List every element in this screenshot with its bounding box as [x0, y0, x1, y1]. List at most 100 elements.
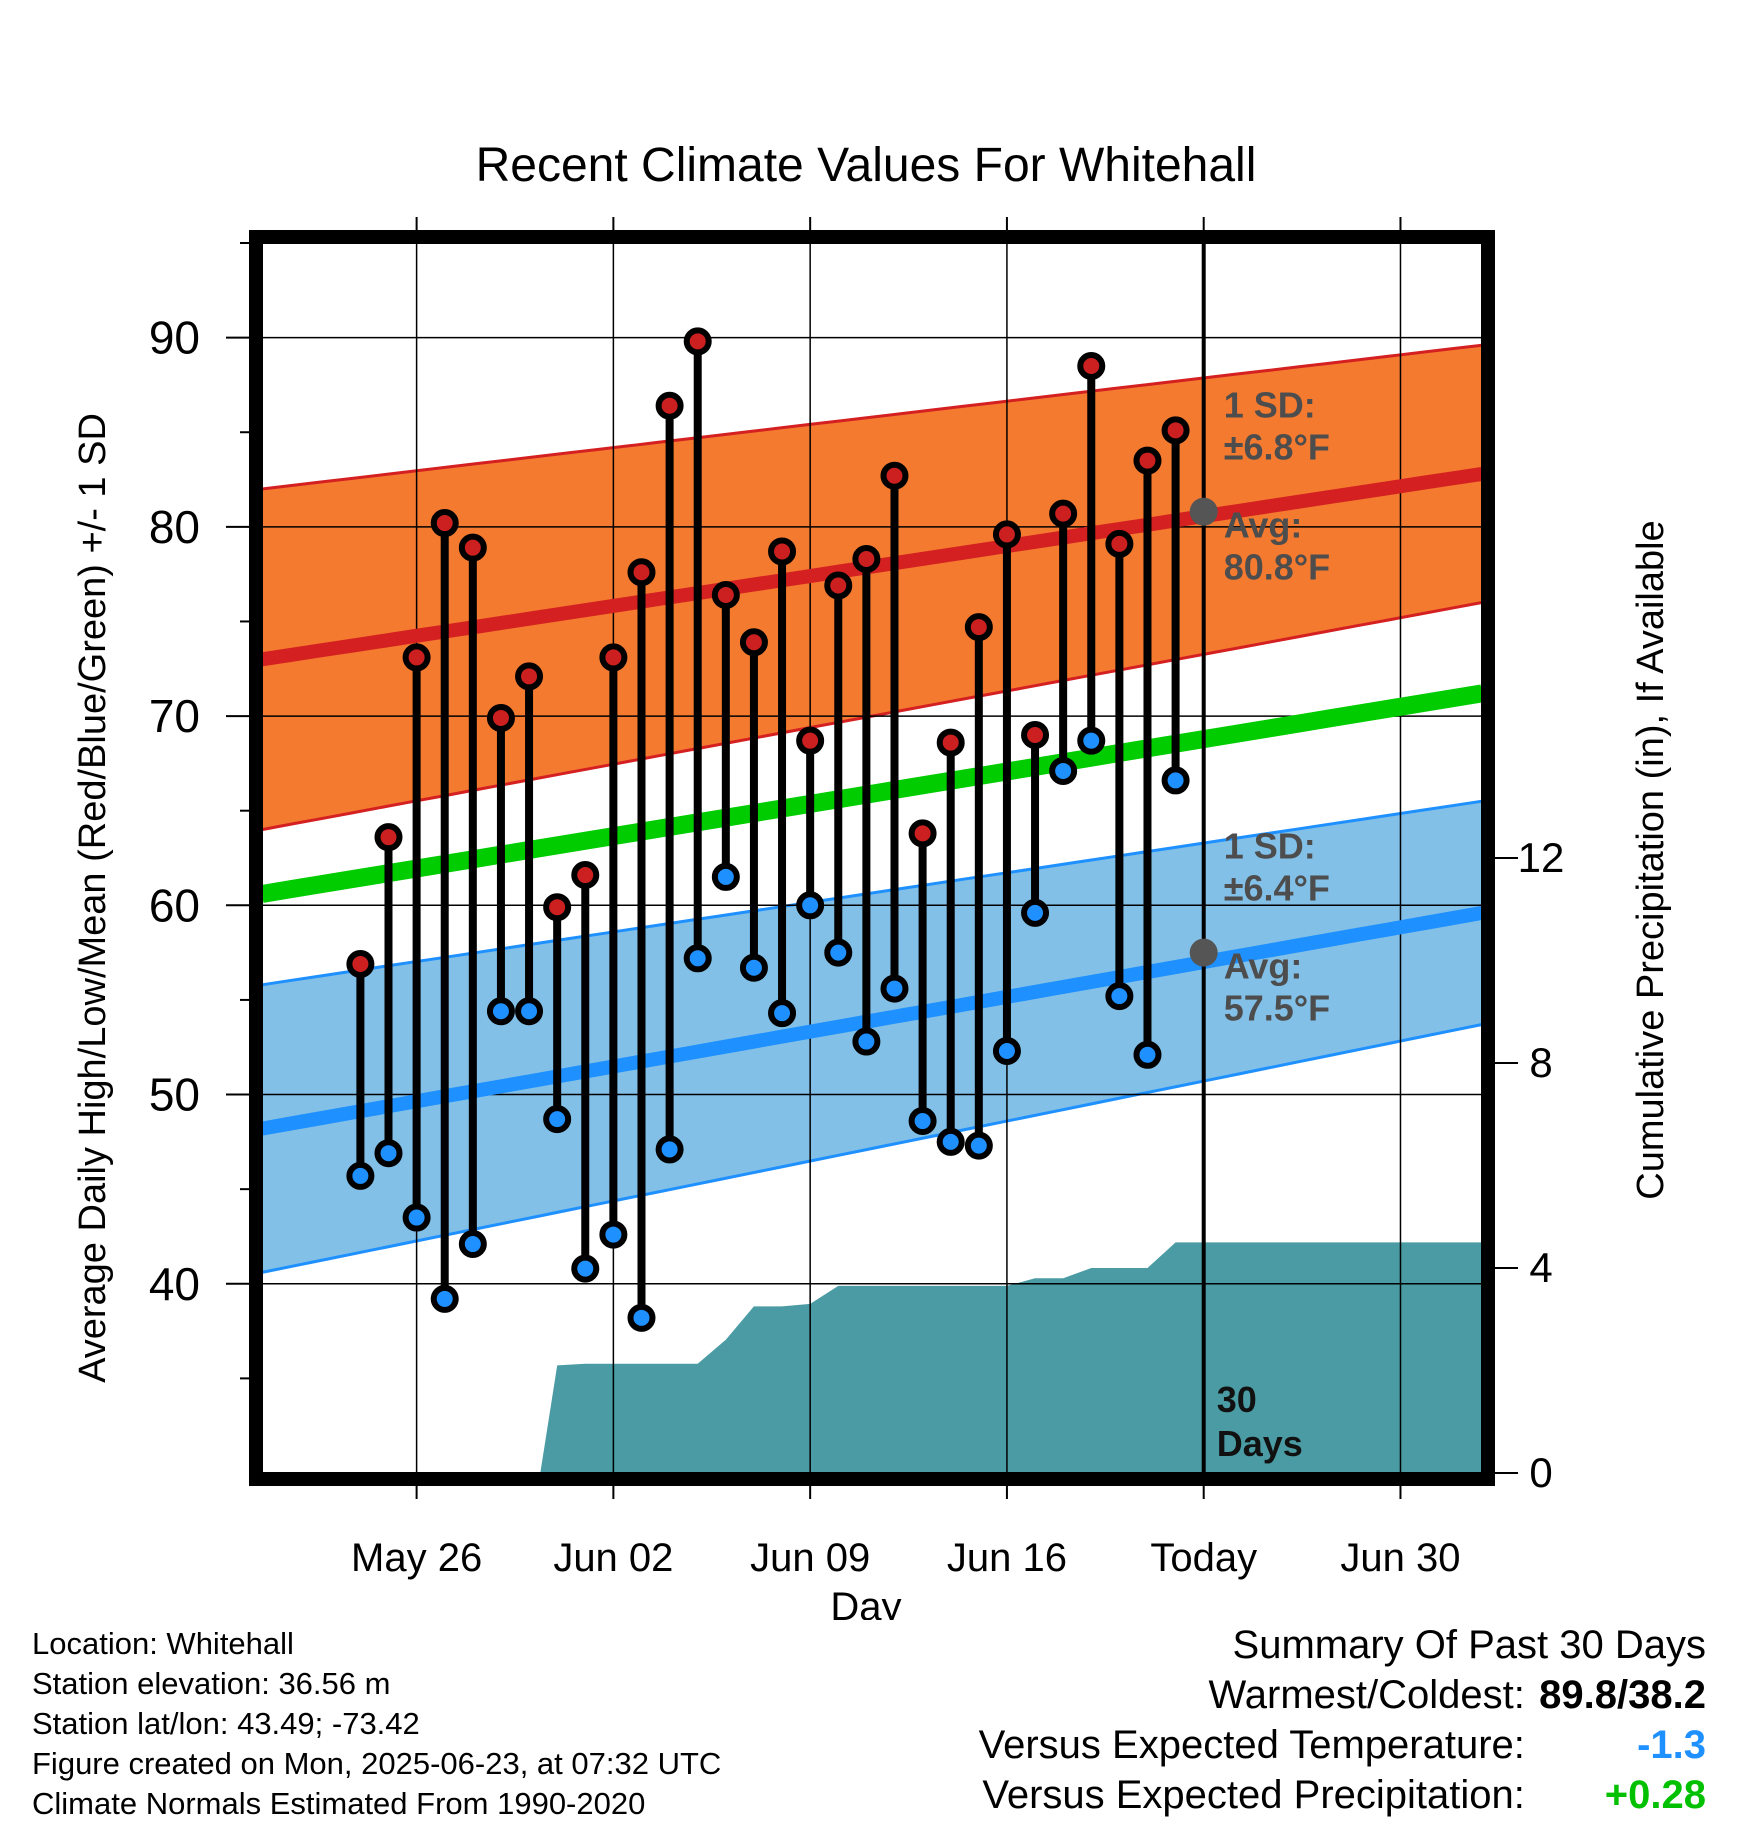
low-point	[599, 1220, 628, 1249]
low-point	[739, 953, 768, 982]
low-sd-lower-edge	[261, 1023, 1483, 1274]
high-point	[346, 949, 375, 978]
precipitation-fill	[540, 1242, 1482, 1473]
low-point	[1049, 756, 1078, 785]
high-point	[908, 819, 937, 848]
y-tick-label: 80	[149, 501, 200, 553]
y-tick-label: 50	[149, 1069, 200, 1121]
high-point	[936, 728, 965, 757]
low-point	[1105, 982, 1134, 1011]
y-axis-label: Average Daily High/Low/Mean (Red/Blue/Gr…	[72, 413, 114, 1383]
daily-points	[346, 327, 1190, 1332]
low-point	[374, 1139, 403, 1168]
y2-tick-label: 12	[1518, 834, 1565, 881]
high-point	[571, 861, 600, 890]
axes: May 26 Jun 02 Jun 09 Jun 16 Today Jun 3040506…	[149, 217, 1565, 1580]
warmest-coldest-label: Warmest/Coldest:	[1208, 1673, 1525, 1717]
warmest-coldest-row: Warmest/Coldest: 89.8/38.2	[979, 1670, 1707, 1720]
x-tick-label: Jun 09	[750, 1536, 870, 1580]
high-sd-label: 1 SD:	[1224, 385, 1316, 426]
high-point	[1161, 416, 1190, 445]
high-point	[1049, 499, 1078, 528]
high-point	[430, 509, 459, 538]
high-point	[711, 580, 740, 609]
high-point	[796, 726, 825, 755]
low-point	[458, 1230, 487, 1259]
elevation-text: Station elevation: 36.56 m	[32, 1666, 391, 1701]
low-sd-value: ±6.4°F	[1224, 868, 1330, 909]
x-tick-label: Jun 02	[553, 1536, 673, 1580]
today-marker: 30 Days	[1201, 243, 1303, 1473]
low-point	[1021, 898, 1050, 927]
x-tick-label: Jun 30	[1340, 1536, 1460, 1580]
low-point	[346, 1161, 375, 1190]
normals-text: Climate Normals Estimated From 1990-2020	[32, 1786, 646, 1821]
y2-tick-label: 8	[1529, 1039, 1552, 1086]
created-text: Figure created on Mon, 2025-06-23, at 07…	[32, 1746, 722, 1781]
summary-title: Summary Of Past 30 Days	[1232, 1623, 1706, 1667]
high-point	[374, 823, 403, 852]
low-sd-label: 1 SD:	[1224, 826, 1316, 867]
high-point	[599, 643, 628, 672]
y2-tick-label: 0	[1529, 1449, 1552, 1496]
today-label: 30 Days	[1217, 1379, 1303, 1464]
low-normal-line	[260, 906, 1484, 1136]
low-avg-value: 57.5°F	[1224, 988, 1330, 1029]
high-point	[768, 537, 797, 566]
mean-normal-line	[260, 684, 1484, 903]
low-point	[515, 997, 544, 1026]
today-label-line: Days	[1217, 1423, 1303, 1464]
chart-title: Recent Climate Values For Whitehall	[476, 139, 1257, 192]
low-point	[768, 999, 797, 1028]
high-point	[1105, 529, 1134, 558]
high-point	[543, 893, 572, 922]
high-point	[627, 558, 656, 587]
low-today-avg-dot	[1189, 938, 1218, 967]
low-point	[655, 1135, 684, 1164]
high-point	[739, 628, 768, 657]
latlon-text: Station lat/lon: 43.49; -73.42	[32, 1706, 420, 1741]
precipitation-row: Versus Expected Precipitation: +0.28	[979, 1770, 1706, 1820]
daily-range-stems	[356, 341, 1180, 1318]
high-point	[655, 391, 684, 420]
high-point	[824, 571, 853, 600]
low-point	[852, 1027, 881, 1056]
low-point	[964, 1131, 993, 1160]
summary-panel: Summary Of Past 30 Days Warmest/Coldest:…	[979, 1620, 1706, 1820]
x-tick-label: May 26	[351, 1536, 482, 1580]
high-point	[402, 643, 431, 672]
low-point	[880, 974, 909, 1003]
low-point	[908, 1107, 937, 1136]
y-tick-label: 60	[149, 879, 200, 931]
low-point	[796, 891, 825, 920]
high-point	[880, 461, 909, 490]
y-tick-label: 40	[149, 1258, 200, 1310]
high-avg-value: 80.8°F	[1224, 547, 1330, 588]
precipitation-value: +0.28	[1604, 1773, 1706, 1817]
low-point	[543, 1105, 572, 1134]
high-point	[852, 545, 881, 574]
high-point	[515, 662, 544, 691]
low-point	[1133, 1040, 1162, 1069]
y2-axis-label: Cumulative Precipitation (in), If Availa…	[1630, 520, 1672, 1199]
x-axis-label: Day	[830, 1585, 901, 1620]
high-point	[458, 533, 487, 562]
warmest-coldest-value: 89.8/38.2	[1539, 1673, 1706, 1717]
low-point	[430, 1284, 459, 1313]
low-point	[936, 1127, 965, 1156]
x-tick-label: Today	[1150, 1536, 1257, 1580]
location-text: Location: Whitehall	[32, 1626, 294, 1661]
high-point	[1021, 721, 1050, 749]
high-point	[486, 703, 515, 732]
temperature-value: -1.3	[1637, 1723, 1706, 1767]
y-tick-label: 90	[149, 312, 200, 364]
y-tick-label: 70	[149, 690, 200, 742]
temperature-row: Versus Expected Temperature: -1.3	[979, 1720, 1706, 1770]
y2-tick-label: 4	[1529, 1244, 1552, 1291]
low-point	[1161, 766, 1190, 795]
climate-chart: Recent Climate Values For Whitehall 30 Da…	[72, 139, 1672, 1620]
low-avg-label: Avg:	[1224, 946, 1303, 987]
high-point	[683, 327, 712, 356]
station-info: Location: Whitehall Station elevation: 3…	[32, 1624, 721, 1824]
